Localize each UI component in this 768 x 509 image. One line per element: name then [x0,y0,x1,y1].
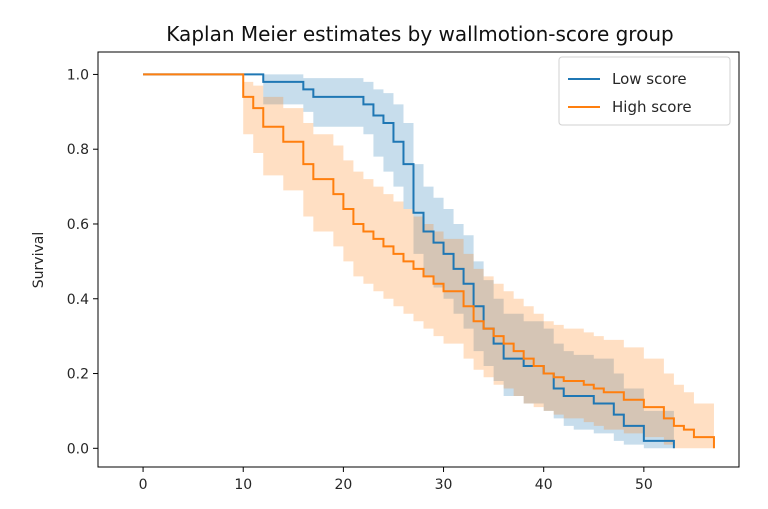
high-score-survival-line [143,73,715,449]
x-tick-label: 10 [234,477,252,493]
legend: Low score High score [558,56,731,126]
x-tick-label: 20 [334,477,352,493]
legend-box [558,56,731,126]
legend-label-low-score: Low score [612,70,687,88]
x-tick-label: 30 [435,477,453,493]
survival-lines [143,73,715,449]
axis-ticks: 0 10 20 30 40 50 0.0 0.2 0.4 0.6 0.8 1.0 [67,67,653,493]
chart-title: Kaplan Meier estimates by wallmotion-sco… [166,22,673,46]
confidence-bands [143,74,714,449]
y-axis-label: Survival [31,232,47,288]
x-tick-label: 0 [139,477,148,493]
high-score-confidence-band [143,74,714,449]
x-tick-label: 50 [635,477,653,493]
y-tick-label: 0.2 [67,367,89,383]
y-tick-label: 0.6 [67,217,89,233]
legend-label-high-score: High score [612,98,692,116]
y-tick-label: 0.0 [67,441,89,457]
plot-area-frame [97,51,740,468]
y-tick-label: 0.4 [67,292,89,308]
y-tick-label: 0.8 [67,142,89,158]
low-score-survival-line [143,73,675,449]
low-score-confidence-band [143,74,674,449]
x-tick-label: 40 [535,477,553,493]
y-tick-label: 1.0 [67,67,89,83]
